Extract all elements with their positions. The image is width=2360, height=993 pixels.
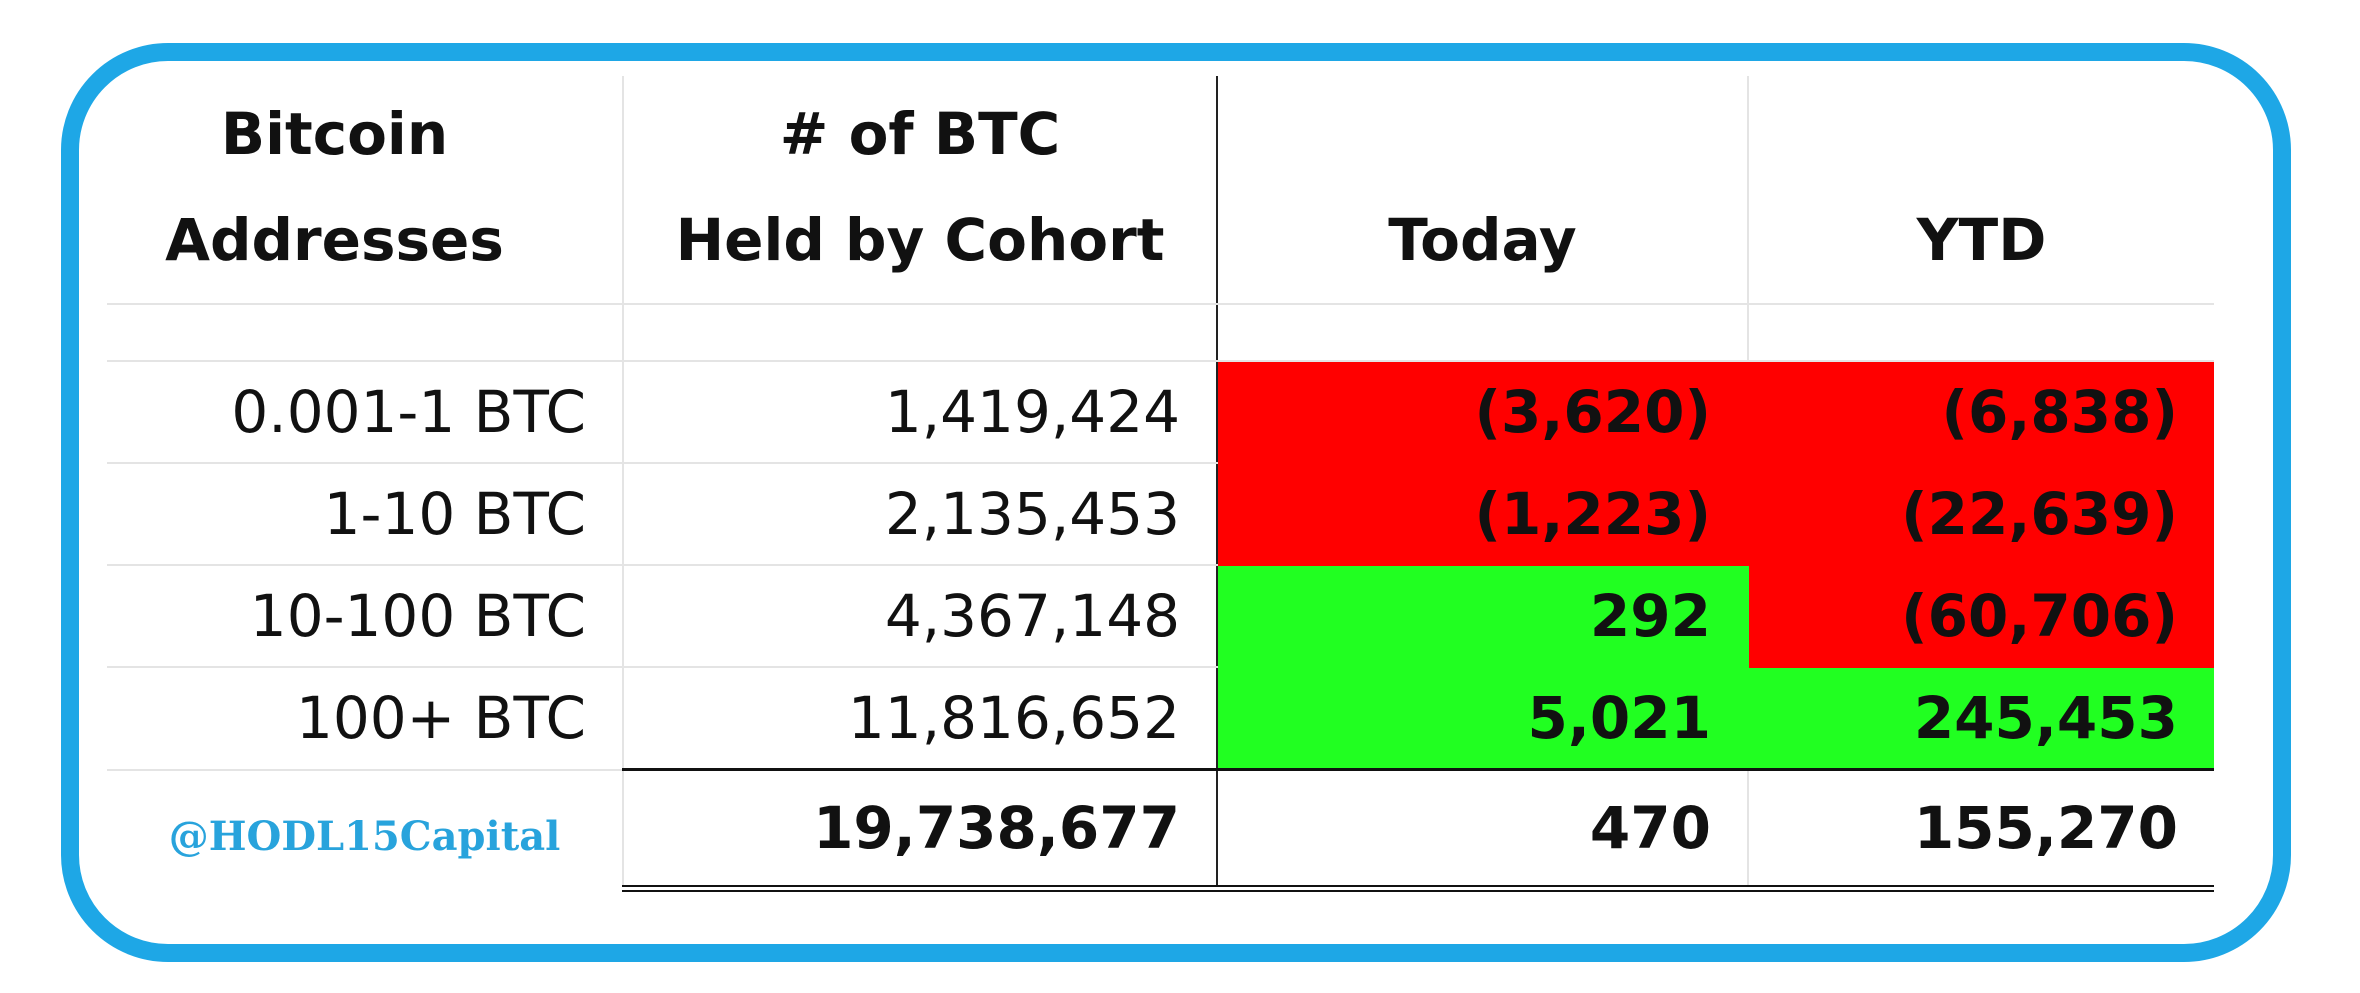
total-ytd: 155,270 bbox=[1748, 768, 2214, 892]
total-held: 19,738,677 bbox=[623, 768, 1218, 892]
header-line: Addresses bbox=[165, 206, 504, 274]
ytd-cell: 245,453 bbox=[1748, 667, 2214, 771]
cohort-cell: 10-100 BTC bbox=[107, 565, 624, 668]
header-line: # of BTC bbox=[779, 100, 1061, 168]
header-line: Today bbox=[1388, 206, 1577, 274]
header-cell: Bitcoin Addresses bbox=[107, 76, 624, 305]
ytd-cell: (22,639) bbox=[1748, 463, 2214, 566]
today-cell: 292 bbox=[1217, 565, 1749, 668]
cohort-cell: 100+ BTC bbox=[107, 667, 624, 771]
total-row: @HODL15Capital 19,738,677 470 155,270 bbox=[107, 768, 2214, 892]
header-line: Held by Cohort bbox=[675, 206, 1165, 274]
header-cell: YTD bbox=[1748, 76, 2214, 305]
header-line: YTD bbox=[1916, 206, 2047, 274]
spacer-row bbox=[107, 304, 2214, 362]
held-cell: 11,816,652 bbox=[623, 667, 1218, 771]
total-today: 470 bbox=[1217, 768, 1749, 892]
cohort-cell: 1-10 BTC bbox=[107, 463, 624, 566]
today-cell: (1,223) bbox=[1217, 463, 1749, 566]
header-cell: Today bbox=[1217, 76, 1749, 305]
held-cell: 2,135,453 bbox=[623, 463, 1218, 566]
cohort-table: Bitcoin Addresses # of BTC Held by Cohort … bbox=[107, 76, 2214, 892]
held-cell: 4,367,148 bbox=[623, 565, 1218, 668]
today-cell: 5,021 bbox=[1217, 667, 1749, 771]
frame bbox=[61, 43, 2291, 962]
ytd-cell: (60,706) bbox=[1748, 565, 2214, 668]
handle: @HODL15Capital bbox=[107, 769, 624, 889]
cohort-cell: 0.001-1 BTC bbox=[107, 361, 624, 464]
header-line: Bitcoin bbox=[220, 100, 449, 168]
data-row: 0.001-1 BTC 1,419,424 (3,620) (6,838) bbox=[107, 361, 2214, 464]
ytd-cell: (6,838) bbox=[1748, 361, 2214, 464]
header-row: Bitcoin Addresses # of BTC Held by Cohort … bbox=[107, 76, 2214, 305]
data-row: 1-10 BTC 2,135,453 (1,223) (22,639) bbox=[107, 463, 2214, 566]
data-row: 10-100 BTC 4,367,148 292 (60,706) bbox=[107, 565, 2214, 668]
data-row: 100+ BTC 11,816,652 5,021 245,453 bbox=[107, 667, 2214, 771]
header-cell: # of BTC Held by Cohort bbox=[623, 76, 1218, 305]
today-cell: (3,620) bbox=[1217, 361, 1749, 464]
held-cell: 1,419,424 bbox=[623, 361, 1218, 464]
